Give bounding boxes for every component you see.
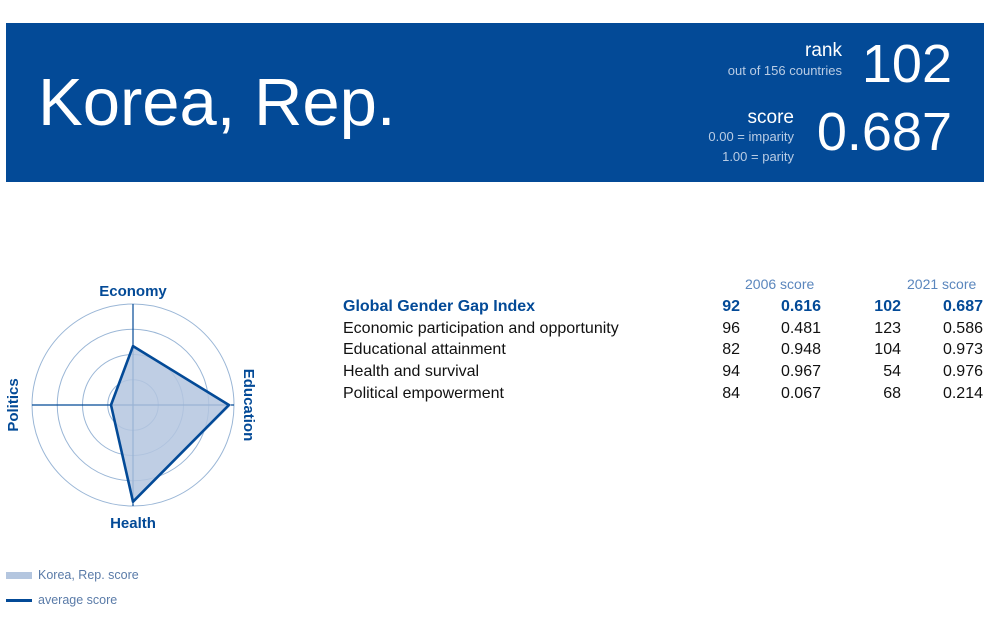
legend-swatch-average <box>6 598 32 602</box>
rank-2021: 54 <box>883 363 901 380</box>
row-name: Political empowerment <box>343 385 504 402</box>
country-name: Korea, Rep. <box>38 65 396 140</box>
column-header-2006: 2006 score <box>745 276 815 292</box>
score-subtitle-imparity: 0.00 = imparity <box>708 129 794 144</box>
rank-2021: 104 <box>874 341 901 358</box>
legend-item-country: Korea, Rep. score <box>6 568 139 582</box>
rank-label: rank <box>805 40 842 61</box>
score-2021: 0.687 <box>942 298 983 315</box>
radar-series <box>109 344 232 504</box>
rank-2006: 94 <box>722 363 740 380</box>
radar-series-average <box>109 344 231 504</box>
score-2021: 0.586 <box>942 320 983 337</box>
table-row: Economic participation and opportunity 96… <box>343 320 983 341</box>
table-row: Educational attainment 82 0.948 104 0.973 <box>343 341 983 362</box>
rank-2021: 123 <box>874 320 901 337</box>
score-2006: 0.481 <box>780 320 821 337</box>
score-subtitle-parity: 1.00 = parity <box>722 149 794 164</box>
radar-label-education: Education <box>240 369 257 442</box>
score-2021: 0.214 <box>942 385 983 402</box>
score-value: 0.687 <box>816 102 952 162</box>
table-row: Health and survival 94 0.967 54 0.976 <box>343 363 983 384</box>
rank-2006: 82 <box>722 341 740 358</box>
radar-label-economy: Economy <box>99 283 167 300</box>
score-2006: 0.067 <box>780 385 821 402</box>
legend-item-average: average score <box>6 593 117 607</box>
row-name: Educational attainment <box>343 341 506 358</box>
rank-2006: 92 <box>722 298 740 315</box>
score-2006: 0.948 <box>780 341 821 358</box>
rank-2006: 84 <box>722 385 740 402</box>
row-name: Health and survival <box>343 363 480 380</box>
rank-2006: 96 <box>722 320 740 337</box>
radar-label-health: Health <box>110 515 156 532</box>
rank-2021: 102 <box>874 298 901 315</box>
score-label: score <box>747 107 794 128</box>
rank-value: 102 <box>861 34 952 94</box>
legend-label-country: Korea, Rep. score <box>38 568 139 582</box>
row-name: Economic participation and opportunity <box>343 320 619 337</box>
table-row: Political empowerment 84 0.067 68 0.214 <box>343 385 983 406</box>
score-2006: 0.616 <box>780 298 821 315</box>
legend-label-average: average score <box>38 593 118 607</box>
score-2006: 0.967 <box>780 363 821 380</box>
score-2021: 0.976 <box>942 363 983 380</box>
score-2021: 0.973 <box>942 341 983 358</box>
rank-2021: 68 <box>883 385 901 402</box>
rank-subtitle: out of 156 countries <box>727 63 842 78</box>
radar-labels: Economy Education Health Politics <box>5 283 257 532</box>
radar-chart: Economy Education Health Politics <box>5 283 257 532</box>
radar-series-country <box>111 345 232 504</box>
column-header-2021: 2021 score <box>907 276 977 292</box>
row-name: Global Gender Gap Index <box>343 298 536 315</box>
legend-swatch-country <box>6 571 32 579</box>
table-row-index: Global Gender Gap Index 92 0.616 102 0.687 <box>343 298 983 319</box>
radar-label-politics: Politics <box>5 378 22 431</box>
header-banner: Korea, Rep. rank out of 156 countries 10… <box>6 23 984 182</box>
